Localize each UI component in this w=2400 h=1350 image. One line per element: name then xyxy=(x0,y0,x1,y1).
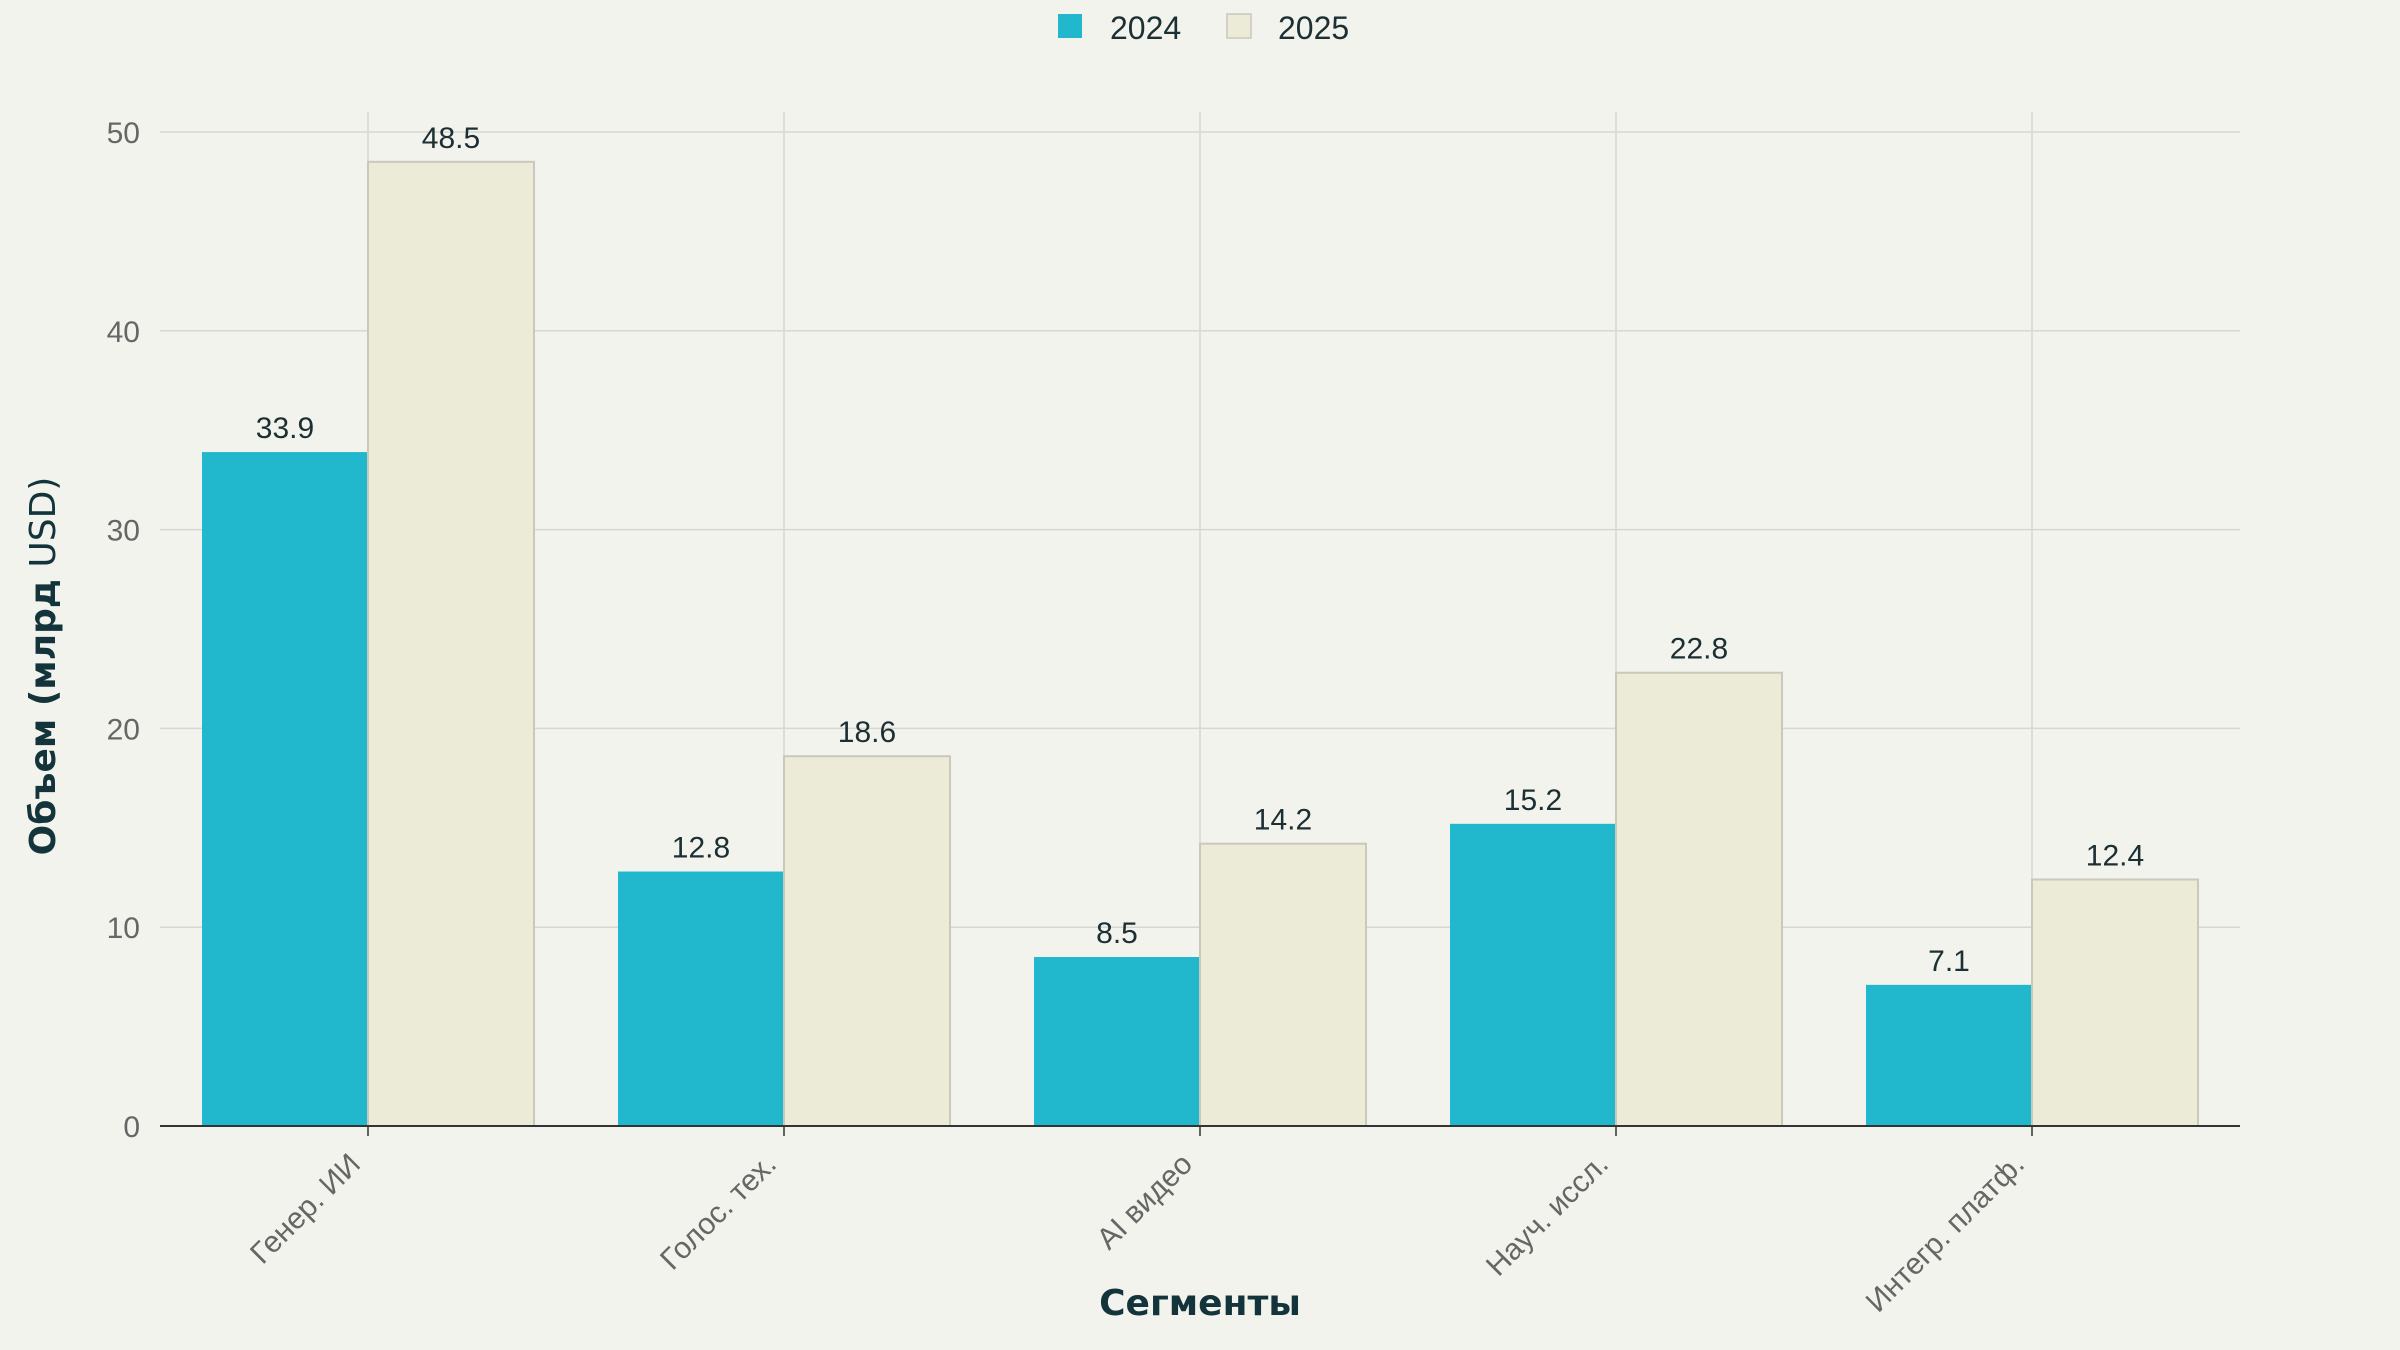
axis-layer xyxy=(160,1125,2240,1136)
y-axis-title-bold: Объем (млрд xyxy=(23,579,64,855)
y-tick-label: 30 xyxy=(107,515,140,548)
data-label-2025: 22.8 xyxy=(1670,633,1728,666)
legend-swatch-2025 xyxy=(1226,13,1252,39)
bars-layer xyxy=(202,160,2199,1128)
bar-2024 xyxy=(618,871,784,1126)
x-tick-label: Интегр. платф. xyxy=(1860,1148,2031,1319)
bar-2025 xyxy=(2031,878,2199,1127)
legend: 2024 2025 xyxy=(1058,10,1349,46)
x-tick-label: Генер. ИИ xyxy=(244,1148,367,1271)
data-label-2024: 12.8 xyxy=(672,832,730,865)
bar-2025 xyxy=(367,160,535,1127)
data-label-2025: 48.5 xyxy=(422,122,480,155)
data-label-2024: 8.5 xyxy=(1096,917,1138,950)
y-axis-title-unit: USD) xyxy=(23,477,64,579)
data-label-2024: 33.9 xyxy=(256,412,314,445)
bar-2024 xyxy=(1034,957,1200,1126)
y-tick-label: 10 xyxy=(107,912,140,945)
data-label-2025: 14.2 xyxy=(1254,804,1312,837)
x-tick-label: Голос. тех. xyxy=(654,1148,783,1277)
bar-2025 xyxy=(1615,671,1783,1128)
y-axis-title: Объем (млрд USD) xyxy=(23,477,64,856)
legend-swatch-2024 xyxy=(1058,14,1082,38)
bar-2025 xyxy=(783,755,951,1127)
x-tick-label: Науч. иссл. xyxy=(1480,1148,1615,1283)
legend-label-2025: 2025 xyxy=(1278,10,1349,46)
data-label-2025: 18.6 xyxy=(838,716,896,749)
legend-label-2024: 2024 xyxy=(1110,10,1181,46)
y-tick-label: 20 xyxy=(107,713,140,746)
bar-2024 xyxy=(202,452,368,1126)
data-label-2024: 15.2 xyxy=(1504,784,1562,817)
y-tick-label: 40 xyxy=(107,316,140,349)
x-axis-title: Сегменты xyxy=(1099,1283,1301,1324)
y-tick-label: 0 xyxy=(123,1111,140,1144)
bar-2024 xyxy=(1866,984,2032,1126)
data-label-2024: 7.1 xyxy=(1928,945,1970,978)
bar-2024 xyxy=(1450,823,1616,1126)
bar-2025 xyxy=(1199,842,1367,1127)
x-tick-label: AI видео xyxy=(1091,1148,1199,1256)
y-tick-label: 50 xyxy=(107,117,140,150)
data-label-2025: 12.4 xyxy=(2086,839,2144,872)
